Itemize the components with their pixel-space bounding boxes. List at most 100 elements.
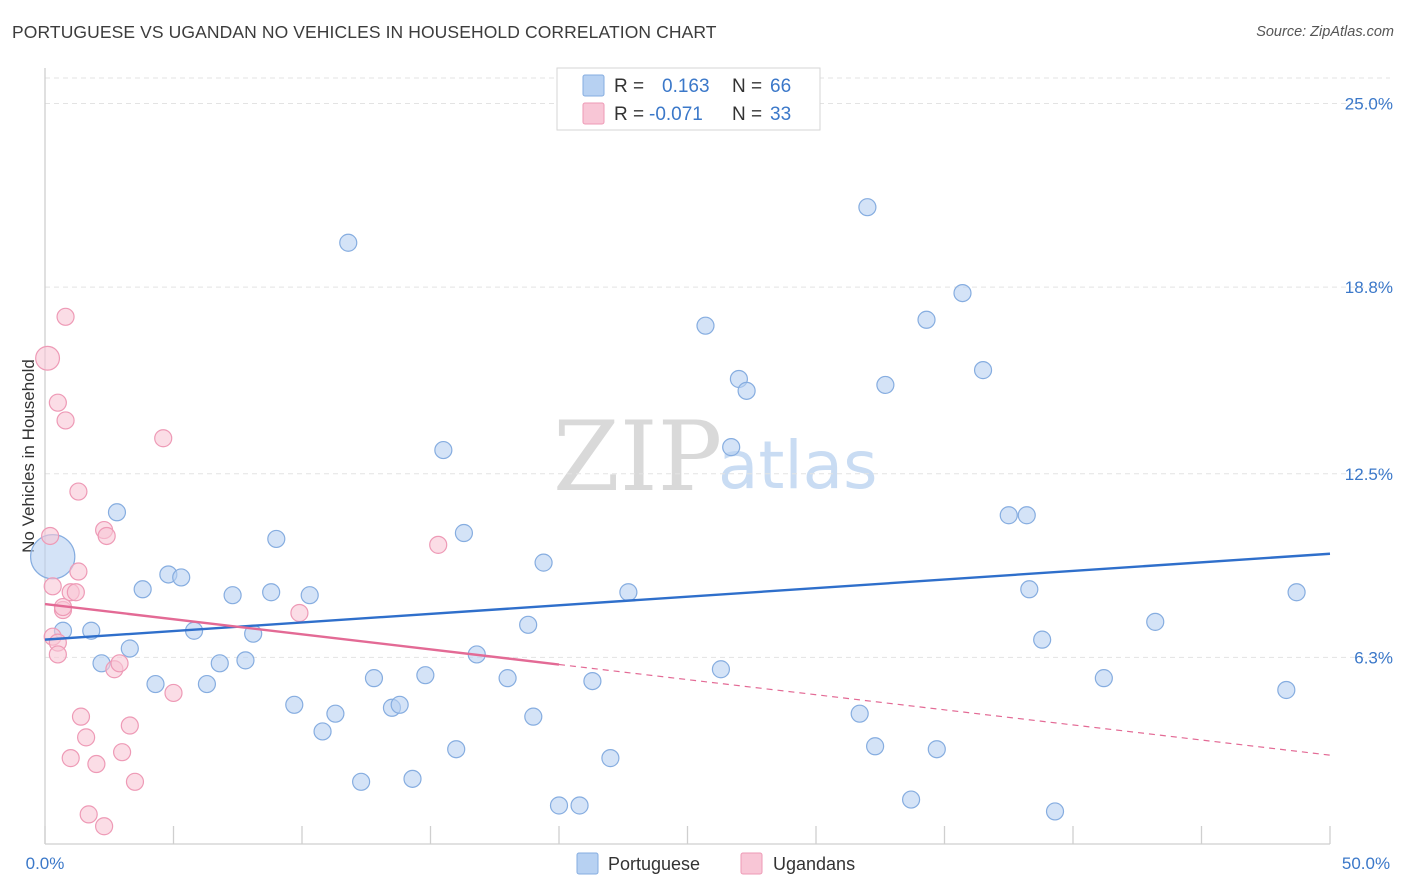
ugandan-point	[43, 577, 62, 596]
legend-n-value-ugandans: 33	[770, 104, 791, 125]
gridlines	[45, 77, 1390, 658]
portuguese-point	[927, 740, 946, 759]
portuguese-point	[146, 674, 165, 694]
legend-n-label-ugandans: N =	[732, 104, 762, 125]
portuguese-point	[352, 772, 371, 791]
portuguese-point	[737, 381, 756, 400]
ugandan-point	[290, 603, 309, 623]
source-credit: Source: ZipAtlas.com	[1256, 24, 1394, 40]
x-axis-ticks	[44, 826, 1331, 844]
y-tick-label: 18.8%	[1345, 278, 1393, 297]
bottom-legend-swatch-portuguese	[576, 852, 599, 875]
watermark-atlas: atlas	[718, 427, 878, 504]
ugandan-point	[125, 772, 145, 791]
ugandan-point	[61, 749, 80, 768]
portuguese-point	[403, 769, 422, 788]
bottom-legend-label-ugandans: Ugandans	[773, 854, 855, 874]
portuguese-point	[696, 316, 715, 335]
ugandan-point	[77, 728, 96, 747]
portuguese-point	[447, 740, 466, 759]
portuguese-trend-line	[44, 552, 1331, 641]
portuguese-point	[120, 639, 139, 658]
portuguese-point	[1287, 583, 1306, 602]
chart-title: PORTUGUESE VS UGANDAN NO VEHICLES IN HOU…	[12, 22, 717, 42]
portuguese-point	[999, 506, 1018, 525]
portuguese-point	[236, 651, 255, 670]
x-tick-label-max: 50.0%	[1342, 854, 1390, 873]
legend-n-value-portuguese: 66	[770, 76, 791, 97]
portuguese-point	[1033, 630, 1052, 649]
ugandan-point	[41, 526, 60, 546]
legend-swatch-portuguese	[582, 74, 605, 97]
ugandan-point	[69, 482, 88, 501]
y-axis-tick-labels: 6.3% 12.5% 18.8% 25.0%	[1345, 95, 1393, 668]
ugandan-trend-line	[44, 602, 560, 666]
portuguese-point	[722, 438, 741, 457]
portuguese-point	[313, 722, 332, 741]
bottom-legend: Portuguese Ugandans	[576, 852, 855, 875]
ugandan-point	[97, 526, 116, 546]
portuguese-point	[917, 310, 936, 329]
portuguese-point	[434, 440, 453, 460]
portuguese-point	[390, 695, 409, 714]
portuguese-point	[601, 749, 620, 768]
y-tick-label: 12.5%	[1345, 465, 1393, 484]
legend-r-value-ugandans: -0.071	[649, 104, 703, 125]
portuguese-point	[524, 707, 543, 726]
portuguese-point	[210, 654, 229, 673]
legend-r-label-portuguese: R =	[614, 76, 644, 97]
ugandan-point	[429, 535, 448, 554]
x-tick-label-min: 0.0%	[26, 854, 65, 873]
ugandan-trend-line-extension	[558, 663, 1331, 756]
bottom-legend-label-portuguese: Portuguese	[608, 854, 700, 874]
ugandan-point	[48, 393, 67, 412]
portuguese-point	[133, 580, 152, 599]
legend-swatch-ugandans	[582, 102, 605, 125]
portuguese-point	[498, 669, 517, 688]
ugandan-point	[35, 345, 61, 371]
y-axis-title: No Vehicles in Household	[19, 359, 38, 553]
portuguese-point	[364, 669, 384, 688]
portuguese-point	[973, 361, 993, 380]
legend: R = 0.163 N = 66 R = -0.071 N = 33	[556, 67, 821, 131]
trend-lines	[44, 552, 1331, 756]
y-tick-label: 6.3%	[1354, 648, 1393, 667]
ugandan-point	[56, 307, 75, 326]
portuguese-point	[1146, 612, 1165, 631]
portuguese-point	[570, 796, 589, 815]
portuguese-point	[519, 615, 538, 634]
ugandan-point	[120, 716, 139, 735]
portuguese-point	[285, 695, 304, 714]
ugandan-point	[112, 743, 132, 762]
portuguese-point	[549, 796, 569, 815]
ugandan-point	[95, 817, 114, 836]
portuguese-point	[901, 790, 921, 809]
data-points	[30, 198, 1306, 836]
portuguese-point	[107, 503, 127, 522]
portuguese-point	[339, 233, 358, 252]
ugandan-point	[164, 683, 183, 703]
portuguese-point	[300, 586, 319, 605]
portuguese-point	[1045, 802, 1065, 821]
ugandan-point	[154, 429, 173, 448]
ugandan-point	[71, 707, 91, 726]
watermark-zip: ZIP	[553, 401, 722, 513]
y-tick-label: 25.0%	[1345, 95, 1393, 114]
portuguese-point	[1020, 580, 1039, 599]
ugandan-point	[56, 411, 75, 430]
portuguese-point	[262, 583, 281, 602]
portuguese-point	[326, 704, 345, 723]
portuguese-point	[454, 523, 474, 543]
portuguese-point	[866, 737, 885, 756]
legend-r-label-ugandans: R =	[614, 104, 644, 125]
portuguese-point	[850, 704, 869, 723]
portuguese-point	[1094, 669, 1113, 688]
legend-n-label-portuguese: N =	[732, 76, 762, 97]
ugandan-point	[66, 583, 85, 602]
legend-r-value-portuguese: 0.163	[662, 76, 710, 97]
portuguese-point	[1017, 506, 1036, 525]
portuguese-point	[534, 553, 553, 572]
portuguese-point	[197, 674, 217, 694]
portuguese-point	[267, 529, 286, 549]
